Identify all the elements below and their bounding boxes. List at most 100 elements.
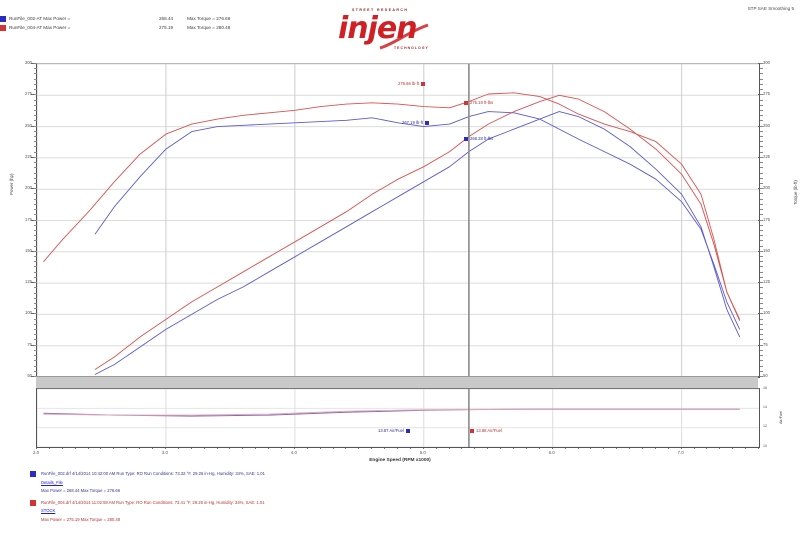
y-minor-tick [760, 276, 763, 278]
annotation-afr-red: 13.88 Air/Fuel [468, 428, 502, 434]
y-minor-tick [760, 156, 763, 158]
footer-swatch-red [30, 499, 36, 506]
y-minor-tick [760, 329, 763, 331]
y-minor-tick [760, 167, 763, 169]
y-tick-left: 50 [27, 373, 32, 378]
afr-curves-svg [37, 389, 759, 447]
y-minor-tick [34, 339, 37, 341]
footer-block-0: RunFile_002.drf 4/14/2014 10:42:00 AM Ru… [30, 470, 490, 496]
y-minor-tick [34, 229, 37, 231]
y-minor-tick [34, 162, 37, 164]
y-minor-tick [34, 282, 37, 284]
y-minor-tick [760, 235, 763, 237]
curves-svg [37, 64, 759, 377]
y-minor-tick [34, 349, 37, 351]
y-tick-right: 125 [763, 279, 770, 285]
y-minor-tick [760, 297, 763, 299]
footer-swatch-blue [30, 471, 36, 477]
y-minor-tick [760, 146, 763, 148]
y-minor-tick [760, 198, 763, 200]
y-minor-tick [760, 68, 763, 70]
legend-row: RunFile_004-AT Max Power = 275.19 Max To… [0, 23, 470, 32]
y-minor-tick [760, 89, 763, 91]
y-minor-tick [760, 203, 763, 205]
x-tick-label: 3.0 [161, 450, 168, 455]
y-minor-tick [760, 271, 763, 273]
y-tick-mark-left [31, 344, 36, 346]
y-minor-tick [34, 125, 37, 127]
y-minor-tick [760, 240, 763, 242]
legend-torque-value-1: 280.48 [216, 25, 231, 30]
y-tick-mark-left [31, 313, 36, 315]
y-tick-mark-left [31, 156, 36, 158]
y-tick-left: 125 [25, 279, 32, 285]
annotation-text: 13.87 Air/Fuel [378, 428, 404, 433]
annotation-text: 275.19 ft-lbs [470, 100, 494, 105]
y-minor-tick [34, 271, 37, 273]
afr-axis-label: Air/Fuel [779, 410, 783, 424]
y-minor-tick [760, 104, 763, 106]
y-minor-tick [760, 130, 763, 132]
header-conditions-note: STP SAE Smoothing 5 [747, 6, 794, 11]
x-tick-label: 7.0 [677, 450, 684, 455]
y-minor-tick [34, 360, 37, 362]
y-minor-tick [34, 276, 37, 278]
afr-y-tick: 10 [763, 443, 767, 448]
y-minor-tick [760, 193, 763, 195]
y-minor-tick [34, 115, 37, 117]
y-minor-tick [34, 94, 37, 96]
y-minor-tick [760, 261, 763, 263]
y-minor-tick [34, 177, 37, 179]
y-minor-tick [34, 376, 37, 377]
legend-torque-value-0: 276.66 [216, 16, 231, 21]
legend-torque-label-0: Max Torque = [187, 16, 215, 21]
y-tick-right: 225 [763, 153, 770, 159]
y-tick-left: 200 [25, 185, 32, 191]
afr-y-tick: 16 [763, 385, 767, 390]
y-minor-tick [760, 370, 763, 372]
annotation-peak-torque-blue: 267.19 lb-ft [402, 120, 431, 126]
plot-inner [37, 64, 759, 377]
y-minor-tick [760, 360, 763, 362]
annotation-marker [420, 81, 425, 86]
y-minor-tick [760, 209, 763, 211]
y-minor-tick [34, 235, 37, 237]
y-minor-tick [760, 256, 763, 258]
footer-maxvals-1: Max Power = 275.19 Max Torque = 280.48 [41, 516, 121, 522]
y-minor-tick [34, 151, 37, 153]
y-minor-tick [760, 182, 763, 184]
afr-y-tick: 14 [763, 404, 767, 409]
annotation-text: 276.66 lb-ft [398, 81, 419, 86]
y-tick-right: 300 [763, 60, 770, 65]
y-tick-mark-left [31, 125, 36, 127]
footer-run-details: RunFile_002.drf 4/14/2014 10:42:00 AM Ru… [30, 470, 490, 528]
y-minor-tick [34, 302, 37, 304]
y-tick-left: 150 [25, 247, 32, 253]
brand-wordmark: injen [338, 11, 418, 46]
y-minor-tick [34, 99, 37, 101]
x-tick-label: 4.0 [290, 450, 297, 455]
annotation-peak-power-blue: 268.28 ft-lbs [462, 136, 493, 142]
y-minor-tick [34, 250, 37, 252]
y-tick-left: 100 [25, 310, 32, 316]
y-minor-tick [34, 172, 37, 174]
y-tick-right: 50 [763, 373, 768, 378]
y-minor-tick [760, 94, 763, 96]
y-minor-tick [760, 282, 763, 284]
y-minor-tick [34, 245, 37, 247]
y-tick-mark-left [31, 63, 36, 64]
y-minor-tick [34, 203, 37, 205]
y-minor-tick [760, 334, 763, 336]
y-minor-tick [34, 130, 37, 132]
y-minor-tick [34, 308, 37, 310]
y-tick-right: 150 [763, 247, 770, 253]
y-tick-mark-left [31, 94, 36, 96]
x-axis-label: Engine Speed (RPM x1000) [369, 458, 431, 463]
y-tick-mark-left [31, 188, 36, 190]
legend-run-label-0: RunFile_002-AT Max Power = [9, 16, 71, 21]
y-minor-tick [34, 224, 37, 226]
footer-maxvals-0: Max Power = 268.44 Max Torque = 276.66 [41, 488, 121, 494]
y-minor-tick [760, 313, 763, 315]
y-minor-tick [760, 99, 763, 101]
y-minor-tick [760, 349, 763, 351]
